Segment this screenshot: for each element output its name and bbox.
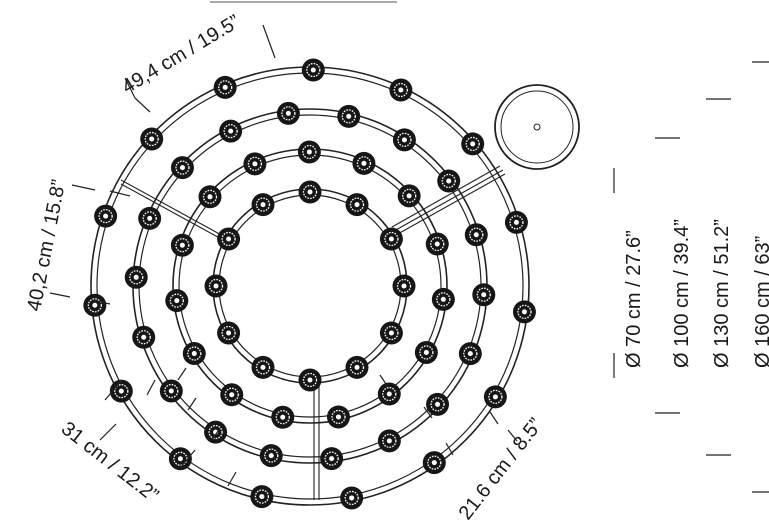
spotlight-fixture-icon: [464, 223, 488, 247]
spotlight-fixture-icon: [340, 486, 364, 510]
spotlight-fixture-icon: [251, 193, 275, 217]
spotlight-fixture-icon: [397, 184, 421, 208]
spotlight-fixture-icon: [182, 342, 206, 366]
spotlight-fixture-icon: [458, 342, 482, 366]
spotlight-fixture-icon: [389, 78, 413, 102]
spotlight-fixture-icon: [345, 193, 369, 217]
spotlight-fixture-icon: [422, 451, 446, 475]
spotlight-fixture-icon: [159, 379, 183, 403]
spotlight-fixture-icon: [426, 392, 450, 416]
spotlight-fixture-icon: [320, 447, 344, 471]
spotlight-fixture-icon: [298, 180, 322, 204]
support-struts: [120, 165, 506, 500]
spotlight-fixture-icon: [425, 232, 449, 256]
spotlight-fixture-icon: [170, 233, 194, 257]
spotlight-fixture-icon: [352, 151, 376, 175]
spotlight-fixture-icon: [379, 227, 403, 251]
spotlight-fixture-icon: [250, 485, 274, 509]
spotlight-fixture-icon: [140, 127, 164, 151]
diameter-label-160: Ø 160 cm / 63”: [752, 236, 769, 368]
spotlight-fixture-icon: [414, 340, 438, 364]
spotlight-fixture-icon: [392, 128, 416, 152]
spotlight-fixture-icon: [271, 405, 295, 429]
spotlight-fixture-icon: [198, 185, 222, 209]
spotlight-fixture-icon: [204, 420, 228, 444]
spotlight-fixture-icon: [165, 289, 189, 313]
spotlight-fixture-icon: [301, 58, 325, 82]
diameter-ticks: [613, 61, 769, 493]
spotlight-fixture-icon: [431, 287, 455, 311]
left-gap-label: 40,2 cm / 15.8”: [23, 178, 70, 313]
spotlight-fixture-icon: [472, 283, 496, 307]
spotlight-fixture-icon: [512, 300, 536, 324]
spotlight-fixture-icon: [219, 119, 243, 143]
spotlight-fixture-icon: [326, 405, 350, 429]
spotlight-fixture-icon: [109, 379, 133, 403]
spotlight-fixture-icon: [379, 321, 403, 345]
spotlight-fixture-icon: [83, 293, 107, 317]
spotlight-fixture-icon: [437, 169, 461, 193]
diameter-label-100: Ø 100 cm / 39.4”: [671, 219, 693, 368]
spotlight-fixture-icon: [276, 101, 300, 125]
spotlight-fixture-icon: [217, 227, 241, 251]
spotlight-fixture-icon: [377, 429, 401, 453]
spotlight-fixture-icon: [504, 210, 528, 234]
spotlight-fixture-icon: [337, 104, 361, 128]
spotlight-fixture-icon: [461, 132, 485, 156]
spotlight-fixture-icon: [259, 444, 283, 468]
spotlight-fixture-icon: [377, 382, 401, 406]
dimension-ticks: [49, 24, 518, 487]
spotlight-fixture-icon: [168, 447, 192, 471]
spotlight-fixture-icon: [251, 355, 275, 379]
spotlight-fixture-icon: [138, 206, 162, 230]
ceiling-canopy-icon: [494, 84, 580, 170]
diameter-label-70: Ø 70 cm / 27.6”: [623, 230, 645, 368]
fixture-group: [83, 58, 536, 510]
spotlight-fixture-icon: [392, 274, 416, 298]
spotlight-fixture-icon: [220, 383, 244, 407]
diameter-label-130: Ø 130 cm / 51.2”: [711, 219, 733, 368]
spotlight-fixture-icon: [243, 152, 267, 176]
spotlight-fixture-icon: [132, 325, 156, 349]
lower-right-gap-label: 21.6 cm / 8.5”: [455, 414, 548, 524]
spotlight-fixture-icon: [213, 75, 237, 99]
spotlight-fixture-icon: [124, 265, 148, 289]
spotlight-fixture-icon: [298, 368, 322, 392]
spotlight-fixture-icon: [345, 355, 369, 379]
ring-inner: [212, 188, 408, 384]
spotlight-fixture-icon: [483, 385, 507, 409]
spotlight-fixture-icon: [204, 274, 228, 298]
spotlight-fixture-icon: [297, 140, 321, 164]
spotlight-fixture-icon: [170, 156, 194, 180]
spotlight-fixture-icon: [94, 204, 118, 228]
spotlight-fixture-icon: [217, 321, 241, 345]
